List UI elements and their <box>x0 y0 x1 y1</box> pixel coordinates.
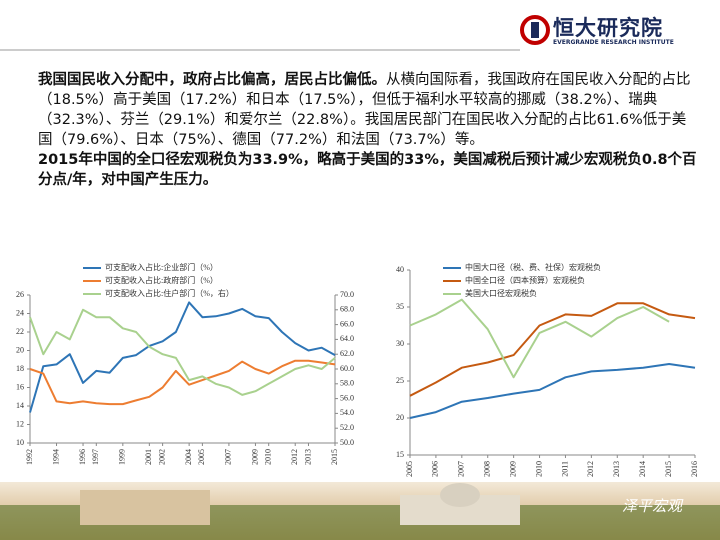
x-tick-label: 2015 <box>664 461 673 477</box>
y-tick-label: 20 <box>16 345 24 354</box>
y2-tick-label: 60.0 <box>340 364 354 373</box>
legend-label: 中国全口径（四本预算）宏观税负 <box>465 275 585 285</box>
x-tick-label: 2008 <box>483 461 492 477</box>
legend-label: 可支配收入占比:企业部门（%） <box>105 262 218 272</box>
y2-tick-label: 62.0 <box>340 349 354 358</box>
x-tick-label: 2011 <box>560 461 569 477</box>
y-tick-label: 14 <box>16 401 24 410</box>
y-tick-label: 16 <box>16 382 24 391</box>
footer-dome <box>440 483 480 507</box>
text-run: 从横向国际看，我国政府在国民收入分配的占比（18.5%）高于美国（17.2%）和… <box>38 72 691 148</box>
y2-tick-label: 52.0 <box>340 423 354 432</box>
y2-tick-label: 64.0 <box>340 334 354 343</box>
y-tick-label: 26 <box>16 290 24 299</box>
y-tick-label: 15 <box>396 450 404 459</box>
y-tick-label: 22 <box>16 327 24 336</box>
charts: 10 12 14 16 18 20 22 24 26 50.0 52.0 54.0 56.0 58.0 60… <box>16 262 699 477</box>
y2-tick-label: 68.0 <box>340 305 354 314</box>
x-tick-label: 2014 <box>638 461 647 477</box>
logo-mark <box>520 15 550 45</box>
y2-tick-label: 50.0 <box>340 438 354 447</box>
y-tick-label: 10 <box>16 438 24 447</box>
y-tick-label: 12 <box>16 419 24 428</box>
y-tick-label: 40 <box>396 265 404 274</box>
x-tick-label: 2007 <box>224 449 233 465</box>
logo-subtitle: EVERGRANDE RESEARCH INSTITUTE <box>553 39 674 46</box>
paragraph: 2015年中国的全口径宏观税负为33.9%，略高于美国的33%，美国减税后预计减… <box>38 150 698 190</box>
x-tick-label: 2013 <box>612 461 621 477</box>
x-tick-label: 2002 <box>157 449 166 465</box>
y-tick-label: 24 <box>16 308 24 317</box>
series-line <box>29 359 336 406</box>
y-tick-label: 35 <box>396 302 404 311</box>
series-line <box>409 363 696 419</box>
series-line <box>409 302 696 397</box>
logo-title: 恒大研究院 <box>553 16 663 40</box>
legend-label: 可支配收入占比:住户部门（%，右） <box>105 288 234 298</box>
x-tick-label: 2001 <box>144 449 153 465</box>
x-tick-label: 1996 <box>78 449 87 465</box>
paragraph: 我国国民收入分配中，政府占比偏高，居民占比偏低。从横向国际看，我国政府在国民收入… <box>38 70 698 150</box>
legend-label: 美国大口径宏观税负 <box>465 288 537 298</box>
x-tick-label: 2006 <box>431 461 440 477</box>
x-tick-label: 1997 <box>91 449 100 465</box>
x-tick-label: 2004 <box>184 449 193 465</box>
y2-tick-label: 66.0 <box>340 319 354 328</box>
x-tick-label: 2010 <box>534 461 543 477</box>
x-tick-label: 2012 <box>290 449 299 465</box>
x-tick-label: 2016 <box>690 461 699 477</box>
x-tick-label: 2010 <box>264 449 273 465</box>
y2-tick-label: 70.0 <box>340 290 354 299</box>
series-line <box>29 308 336 396</box>
x-tick-label: 2005 <box>405 461 414 477</box>
x-tick-label: 2005 <box>197 449 206 465</box>
watermark: 泽平宏观 <box>622 497 683 515</box>
y-tick-label: 30 <box>396 339 404 348</box>
body-text: 我国国民收入分配中，政府占比偏高，居民占比偏低。从横向国际看，我国政府在国民收入… <box>38 70 698 190</box>
x-tick-label: 2007 <box>457 461 466 477</box>
x-tick-label: 2012 <box>586 461 595 477</box>
series-line <box>409 298 670 379</box>
y-tick-label: 25 <box>396 376 404 385</box>
y2-tick-label: 56.0 <box>340 393 354 402</box>
y2-tick-label: 58.0 <box>340 379 354 388</box>
legend-label: 可支配收入占比:政府部门（%） <box>105 275 218 285</box>
footer-building <box>80 490 210 525</box>
text-run: 2015年中国的全口径宏观税负为33.9%，略高于美国的33%，美国减税后预计减… <box>38 152 697 188</box>
logo-mark-inner <box>531 22 539 38</box>
legend-label: 中国大口径（税、费、社保）宏观税负 <box>465 262 601 272</box>
x-tick-label: 2013 <box>303 449 312 465</box>
x-tick-label: 2009 <box>250 449 259 465</box>
y-tick-label: 18 <box>16 364 24 373</box>
text-run: 我国国民收入分配中，政府占比偏高，居民占比偏低。 <box>38 72 386 88</box>
y2-tick-label: 54.0 <box>340 408 354 417</box>
x-tick-label: 1999 <box>118 449 127 465</box>
y-tick-label: 20 <box>396 413 404 422</box>
x-tick-label: 1994 <box>51 449 60 465</box>
x-tick-label: 1992 <box>25 449 34 465</box>
x-tick-label: 2015 <box>330 449 339 465</box>
x-tick-label: 2009 <box>508 461 517 477</box>
series-line <box>29 301 336 413</box>
